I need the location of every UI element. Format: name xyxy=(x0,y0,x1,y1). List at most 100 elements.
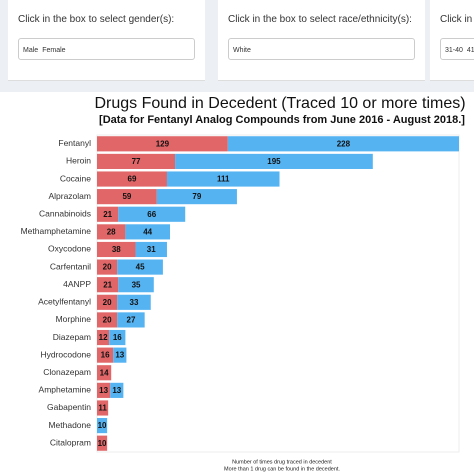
y-tick-label: Hydrocodone xyxy=(40,349,91,359)
y-tick-label: Clonazepam xyxy=(43,367,91,377)
bar-segment xyxy=(97,224,126,240)
bar-segment xyxy=(97,418,108,434)
filter-panel: Click in the box to select gender(s): Mal… xyxy=(8,0,205,81)
data-label: 31 xyxy=(147,245,156,254)
data-label: 20 xyxy=(103,298,112,307)
bar-segment xyxy=(118,206,186,222)
y-tick-label: Carfentanil xyxy=(50,261,91,271)
bar-segment xyxy=(125,224,171,240)
bar-segment xyxy=(227,136,459,152)
chip: Male xyxy=(23,47,39,54)
bar-segment xyxy=(97,435,108,451)
data-label: 195 xyxy=(267,157,281,166)
filter-label: Click in th xyxy=(440,14,474,25)
data-label: 45 xyxy=(136,263,145,272)
y-tick-label: Heroin xyxy=(66,156,91,166)
data-label: 59 xyxy=(122,192,131,201)
filter-label: Click in the box to select gender(s): xyxy=(18,14,175,25)
y-tick-label: Methadone xyxy=(48,420,91,430)
bar-segment xyxy=(97,241,136,258)
y-tick-label: Oxycodone xyxy=(48,244,91,254)
data-label: 16 xyxy=(101,351,110,360)
bar-segment xyxy=(117,259,163,275)
data-label: 69 xyxy=(128,175,137,184)
bar-segment xyxy=(97,153,176,169)
data-label: 10 xyxy=(98,439,107,448)
bar-segment xyxy=(97,329,110,346)
bar-segment xyxy=(97,312,118,328)
bar-segment xyxy=(109,329,126,346)
y-tick-label: Gabapentin xyxy=(47,402,91,412)
bar-segment xyxy=(110,382,124,398)
data-label: 20 xyxy=(103,263,112,272)
bar-segment xyxy=(97,277,119,293)
y-tick-label: Cocaine xyxy=(60,173,91,183)
x-axis-label: Number of times drug traced in decedent xyxy=(232,459,332,465)
select-box[interactable]: White xyxy=(228,38,415,60)
data-label: 16 xyxy=(113,333,122,342)
filter-bar: Click in the box to select gender(s): Mal… xyxy=(0,0,474,92)
data-label: 12 xyxy=(99,333,108,342)
data-label: 13 xyxy=(99,386,108,395)
bar-segment xyxy=(97,206,119,222)
select-box[interactable]: Male Female xyxy=(18,38,195,60)
chart-subtitle: [Data for Fentanyl Analog Compounds from… xyxy=(99,114,465,126)
data-label: 13 xyxy=(112,386,121,395)
data-label: 27 xyxy=(127,316,136,325)
data-label: 21 xyxy=(103,280,112,289)
y-tick-label: 4ANPP xyxy=(63,279,91,289)
chip: 41- xyxy=(466,47,474,54)
bar-segment xyxy=(166,171,280,187)
bar-segment xyxy=(117,312,145,328)
data-label: 77 xyxy=(132,157,141,166)
y-tick-label: Acetylfentanyl xyxy=(38,297,91,307)
data-label: 38 xyxy=(112,245,121,254)
data-label: 14 xyxy=(100,368,109,377)
data-label: 11 xyxy=(98,404,107,413)
plot-background xyxy=(96,134,460,453)
y-tick-label: Alprazolam xyxy=(48,191,91,201)
bar-segment xyxy=(97,365,112,381)
filter-panel: Click in the box to select race/ethnicit… xyxy=(218,0,425,81)
data-label: 79 xyxy=(192,192,201,201)
data-label: 66 xyxy=(147,210,156,219)
data-label: 35 xyxy=(132,280,141,289)
bar-segment xyxy=(117,294,151,310)
bar-segment xyxy=(156,189,237,205)
note: More than 1 drug can be found in the dec… xyxy=(224,466,340,472)
data-label: 20 xyxy=(103,316,112,325)
bar-segment xyxy=(97,400,109,416)
bar-segment xyxy=(97,171,167,187)
bar-segment xyxy=(175,153,373,169)
bar-segment xyxy=(113,347,127,363)
bar-segment xyxy=(97,136,228,152)
chip: 31-40 xyxy=(445,47,463,54)
y-tick-label: Cannabinoids xyxy=(39,209,91,219)
filter-panel: Click in th 31-4041- xyxy=(430,0,474,81)
bar-segment xyxy=(135,241,167,258)
data-label: 228 xyxy=(337,139,351,148)
y-tick-label: Methamphetamine xyxy=(21,226,92,236)
bar-segment xyxy=(97,347,114,363)
y-tick-label: Citalopram xyxy=(50,437,91,447)
data-label: 129 xyxy=(156,139,170,148)
y-tick-label: Fentanyl xyxy=(58,138,91,148)
chart-title: Drugs Found in Decedent (Traced 10 or mo… xyxy=(94,95,465,112)
data-label: 13 xyxy=(115,351,124,360)
bar-segment xyxy=(97,294,118,310)
y-tick-label: Amphetamine xyxy=(39,385,92,395)
data-label: 44 xyxy=(143,227,152,236)
data-label: 28 xyxy=(107,227,116,236)
bar-segment xyxy=(97,189,157,205)
data-label: 21 xyxy=(103,210,112,219)
data-label: 111 xyxy=(217,175,230,184)
data-label: 33 xyxy=(130,298,139,307)
select-box[interactable]: 31-4041- xyxy=(440,38,474,60)
chip: White xyxy=(233,47,251,54)
bar-segment xyxy=(118,277,154,293)
y-tick-label: Morphine xyxy=(56,314,92,324)
bar-segment xyxy=(97,259,118,275)
bar-segment xyxy=(97,382,111,398)
